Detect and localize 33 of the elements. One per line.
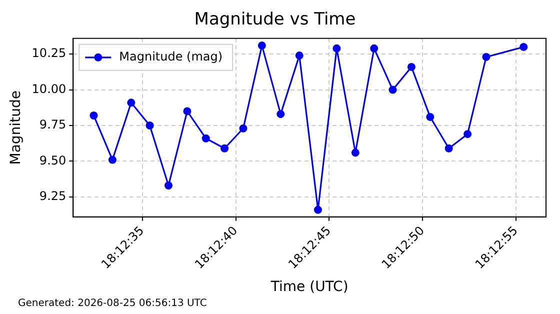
- point: [239, 124, 248, 132]
- point: [164, 181, 172, 190]
- legend-label: Magnitude (mag): [119, 50, 223, 64]
- y-axis-title: Magnitude: [8, 90, 24, 165]
- point: [220, 144, 229, 152]
- y-tick-label: 9.50: [39, 153, 66, 168]
- point: [314, 206, 322, 214]
- y-tick-label: 9.25: [39, 189, 66, 204]
- point: [464, 130, 472, 138]
- point: [108, 156, 116, 164]
- chart-title: Magnitude vs Time: [194, 10, 356, 30]
- point: [388, 86, 397, 94]
- point: [146, 122, 154, 130]
- text: Generated: 2026-08-25 06:56:13 UTC: [18, 298, 207, 309]
- point: [295, 52, 304, 60]
- point: [444, 144, 453, 152]
- point: [127, 98, 136, 107]
- point: [482, 52, 490, 61]
- y-tick-label: 9.75: [39, 118, 66, 132]
- point: [426, 112, 434, 121]
- point: [202, 134, 210, 142]
- y-tick-label: 10.00: [32, 82, 66, 96]
- point: [351, 148, 360, 157]
- point: [276, 110, 285, 118]
- point: [332, 44, 341, 52]
- x-axis-title: Time (UTC): [270, 279, 348, 296]
- point: [183, 107, 192, 116]
- point: [407, 62, 416, 71]
- point: [370, 44, 378, 52]
- point: [520, 42, 528, 51]
- point: [258, 42, 266, 50]
- point: [90, 112, 98, 120]
- y-tick-label: 10.25: [32, 46, 66, 60]
